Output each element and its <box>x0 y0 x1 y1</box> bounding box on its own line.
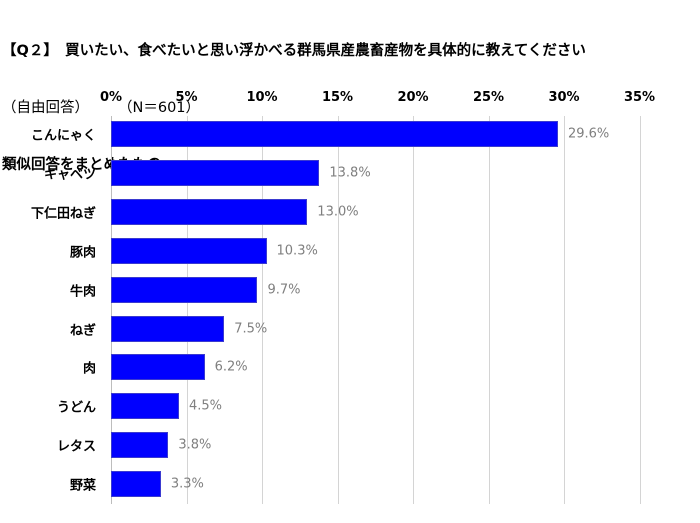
x-axis-tick-label: 0% <box>99 90 123 105</box>
data-label: 7.5% <box>234 321 268 336</box>
data-label: 3.8% <box>178 437 212 453</box>
x-axis-tick-label: 25% <box>472 90 505 105</box>
data-label: 13.8% <box>329 165 371 181</box>
bar <box>111 432 169 459</box>
x-axis-tick-label: 30% <box>548 90 580 105</box>
gridline <box>640 116 641 504</box>
bar <box>111 198 308 225</box>
y-axis-line <box>111 116 112 504</box>
x-axis-tick-label: 35% <box>623 90 656 105</box>
title-line-question: 【Q２】 買いたい、食べたいと思い浮かべる群馬県産農畜産物を具体的に教えてくださ… <box>2 43 586 59</box>
gridline <box>262 116 263 504</box>
category-label: レタス <box>56 439 96 455</box>
x-axis-tick-label: 10% <box>246 90 278 105</box>
x-axis-tick-label: 15% <box>321 90 354 105</box>
data-label: 4.5% <box>188 398 222 414</box>
data-label: 29.6% <box>567 126 610 142</box>
bar <box>111 315 225 342</box>
gridline <box>338 116 339 504</box>
data-label: 6.2% <box>214 359 248 375</box>
category-label: キャベツ <box>43 167 96 183</box>
bar <box>111 276 258 303</box>
bar <box>111 237 267 264</box>
category-label: ねぎ <box>69 323 96 338</box>
category-label: 豚肉 <box>69 245 96 261</box>
gridline <box>187 116 188 504</box>
title-line-sample-size: （自由回答） （N＝601） <box>2 100 201 116</box>
category-label: うどん <box>56 400 96 416</box>
category-label: 野菜 <box>69 478 96 494</box>
gridline <box>413 116 414 504</box>
x-axis-tick-label: 5% <box>175 90 198 105</box>
bar <box>111 121 558 147</box>
bar <box>111 354 205 381</box>
bar <box>111 393 179 420</box>
category-label: 下仁田ねぎ <box>30 206 96 222</box>
x-axis-tick-label: 20% <box>397 90 429 105</box>
data-label: 10.3% <box>276 243 318 259</box>
category-label: 牛肉 <box>69 284 96 300</box>
gridline <box>564 116 565 504</box>
category-label: 肉 <box>82 361 96 377</box>
category-label: こんにゃく <box>30 128 96 144</box>
chart-title: 【Q２】 買いたい、食べたいと思い浮かべる群馬県産農畜産物を具体的に教えてくださ… <box>2 4 586 194</box>
gridline <box>489 116 490 504</box>
data-label: 13.0% <box>317 204 359 220</box>
data-label: 3.3% <box>170 476 204 492</box>
data-label: 9.7% <box>267 282 301 298</box>
bar <box>111 471 161 498</box>
bar <box>111 159 320 186</box>
